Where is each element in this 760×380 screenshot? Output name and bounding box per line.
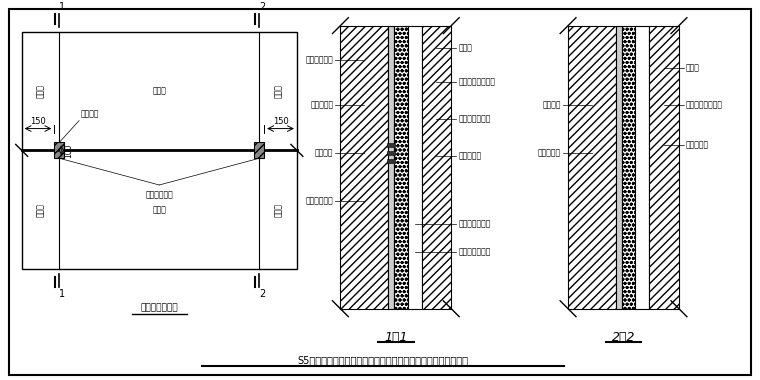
Text: 采用云石胶固定: 采用云石胶固定 — [458, 248, 490, 256]
Bar — [21, 32, 297, 269]
Text: 硬化砖强力粘结剂: 硬化砖强力粘结剂 — [458, 78, 496, 87]
Text: 硬化砖背面开槽: 硬化砖背面开槽 — [458, 219, 490, 228]
Text: 填缝剂填缝: 填缝剂填缝 — [458, 151, 481, 160]
Text: 2: 2 — [259, 2, 265, 12]
Text: 100: 100 — [65, 143, 73, 158]
Bar — [387, 159, 395, 163]
Bar — [255, 142, 264, 158]
Text: 射钉固定: 射钉固定 — [81, 110, 100, 119]
Bar — [340, 25, 388, 309]
Bar — [388, 25, 394, 309]
Text: 云石胶快速固定: 云石胶快速固定 — [458, 114, 490, 124]
Text: 变化砖: 变化砖 — [152, 87, 166, 95]
Text: 150: 150 — [30, 117, 46, 126]
Text: 墙件扶支层: 墙件扶支层 — [310, 100, 334, 109]
Bar — [422, 25, 451, 309]
Bar — [407, 25, 422, 309]
Bar — [635, 25, 649, 309]
Text: 硬化砖: 硬化砖 — [686, 63, 700, 73]
Bar — [616, 25, 622, 309]
Text: 2: 2 — [259, 289, 265, 299]
Text: 墙件扶支层: 墙件扶支层 — [538, 149, 561, 158]
Bar — [394, 25, 407, 309]
Text: S5工程精装修大堂墙面湿贴工艺硬化砖湿贴局部加强做法示意图: S5工程精装修大堂墙面湿贴工艺硬化砖湿贴局部加强做法示意图 — [297, 355, 468, 365]
Bar — [387, 151, 395, 155]
Text: 2－2: 2－2 — [612, 331, 635, 344]
Text: 硬化砖: 硬化砖 — [458, 44, 472, 53]
Bar — [649, 25, 679, 309]
Bar — [387, 143, 395, 147]
Text: 150: 150 — [273, 117, 288, 126]
Text: 1: 1 — [59, 2, 65, 12]
Text: 变化砖: 变化砖 — [36, 203, 45, 217]
Text: 射钉固定: 射钉固定 — [315, 149, 334, 158]
Text: 硬化砖强力粘结剂: 硬化砖强力粘结剂 — [686, 100, 723, 109]
Bar — [54, 142, 65, 158]
Text: 1－1: 1－1 — [384, 331, 407, 344]
Text: 变化砖: 变化砖 — [152, 205, 166, 214]
Text: 墙体基层: 墙体基层 — [543, 100, 561, 109]
Text: 1: 1 — [59, 289, 65, 299]
Bar — [568, 25, 616, 309]
Text: 结构墙体基层: 结构墙体基层 — [306, 55, 334, 64]
Text: 变化砖: 变化砖 — [274, 203, 283, 217]
Text: 不锈钢连接件: 不锈钢连接件 — [306, 196, 334, 206]
Bar — [622, 25, 635, 309]
Text: 不锈钢顶撑件: 不锈钢顶撑件 — [145, 190, 173, 199]
Text: 填缝剂填缝: 填缝剂填缝 — [686, 140, 709, 149]
Text: 变化砖: 变化砖 — [274, 84, 283, 98]
Text: 变化砖: 变化砖 — [36, 84, 45, 98]
Text: 墙砖立面示意图: 墙砖立面示意图 — [141, 304, 178, 313]
